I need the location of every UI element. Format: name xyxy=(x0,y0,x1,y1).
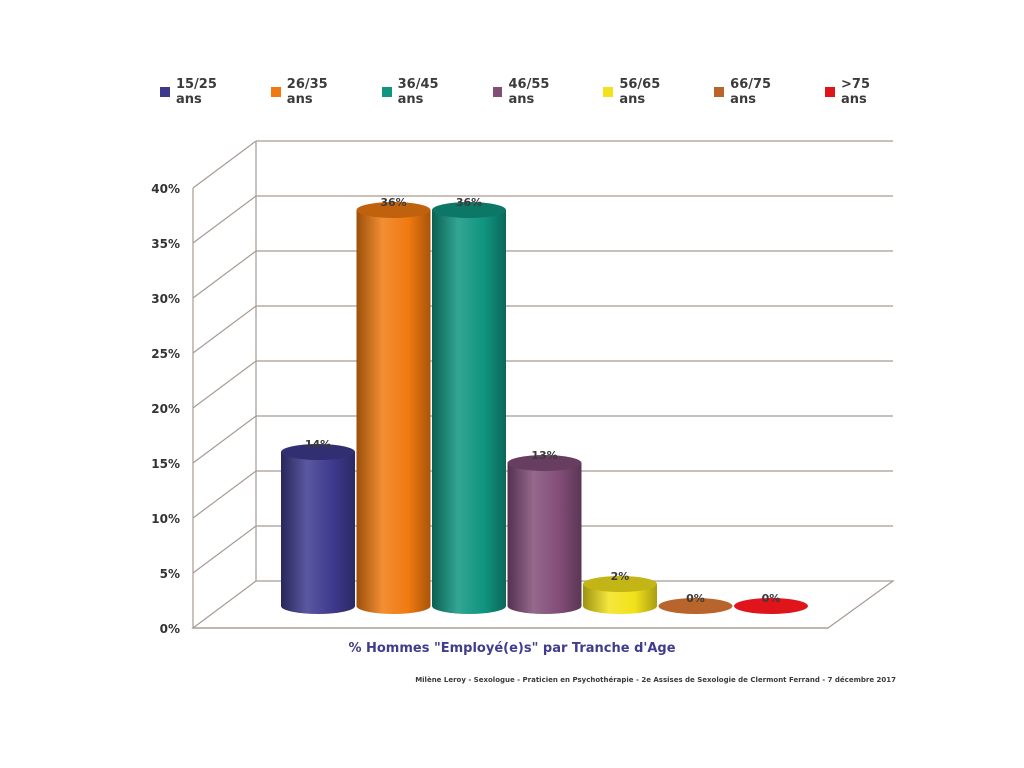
x-axis-title: % Hommes "Employé(e)s" par Tranche d'Age xyxy=(348,641,676,656)
gridline-side xyxy=(192,195,257,244)
legend-swatch xyxy=(381,87,392,97)
y-tick-label: 5% xyxy=(160,567,180,581)
legend-swatch xyxy=(603,87,614,97)
legend-swatch xyxy=(160,87,170,97)
gridline-side xyxy=(192,250,257,299)
legend-swatch xyxy=(270,87,281,97)
legend-swatch xyxy=(714,87,725,97)
y-tick-label: 40% xyxy=(151,182,180,196)
data-label-4: 2% xyxy=(611,570,630,583)
legend-label: 66/75 ans xyxy=(730,77,772,107)
bar-4 xyxy=(583,584,657,614)
data-label-3: 13% xyxy=(531,449,557,462)
gridline-side xyxy=(192,140,257,189)
bar-1 xyxy=(356,210,431,614)
legend-item: >75 ans xyxy=(825,77,900,107)
y-tick-label: 20% xyxy=(151,402,180,416)
legend-label: 15/25 ans xyxy=(175,77,217,107)
legend: 15/25 ans 26/35 ans 36/45 ans 46/55 ans 56/6… xyxy=(160,77,900,107)
y-tick-label: 15% xyxy=(151,457,180,471)
bar-top-2 xyxy=(432,202,506,218)
gridline-side xyxy=(192,360,257,409)
y-tick-label: 25% xyxy=(151,347,180,361)
legend-item: 66/75 ans xyxy=(714,77,801,107)
legend-item: 15/25 ans xyxy=(160,77,247,107)
legend-label: >75 ans xyxy=(841,77,870,107)
y-tick-label: 0% xyxy=(160,622,180,636)
gridline-side xyxy=(192,415,257,464)
bar-top-6 xyxy=(734,598,808,614)
data-label-6: 0% xyxy=(762,592,781,605)
legend-label: 26/35 ans xyxy=(286,77,328,107)
data-label-1: 36% xyxy=(380,196,406,209)
data-label-2: 36% xyxy=(456,196,482,209)
bar-top-3 xyxy=(507,455,582,471)
legend-swatch xyxy=(825,87,836,97)
y-tick-label: 35% xyxy=(151,237,180,251)
legend-item: 46/55 ans xyxy=(492,77,580,107)
bar-top-5 xyxy=(658,598,733,614)
bar-top-0 xyxy=(281,444,355,460)
bar-top-1 xyxy=(356,202,431,218)
bar-2 xyxy=(432,210,506,614)
y-tick-label: 10% xyxy=(151,512,180,526)
gridline-side xyxy=(192,525,257,574)
footer-credit: Milène Leroy - Sexologue - Praticien en … xyxy=(415,676,896,684)
legend-item: 26/35 ans xyxy=(270,77,358,107)
legend-label: 56/65 ans xyxy=(619,77,661,107)
legend-swatch xyxy=(492,87,503,97)
bar-top-4 xyxy=(583,576,657,592)
data-label-0: 14% xyxy=(305,438,331,451)
bar-0 xyxy=(281,452,355,614)
legend-item: 56/65 ans xyxy=(603,77,690,107)
legend-label: 36/45 ans xyxy=(397,77,439,107)
gridline-side xyxy=(192,470,257,519)
gridline-side xyxy=(192,305,257,354)
data-label-5: 0% xyxy=(686,592,705,605)
y-tick-label: 30% xyxy=(151,292,180,306)
legend-label: 46/55 ans xyxy=(508,77,550,107)
legend-item: 36/45 ans xyxy=(381,77,469,107)
bar-3 xyxy=(507,463,582,614)
